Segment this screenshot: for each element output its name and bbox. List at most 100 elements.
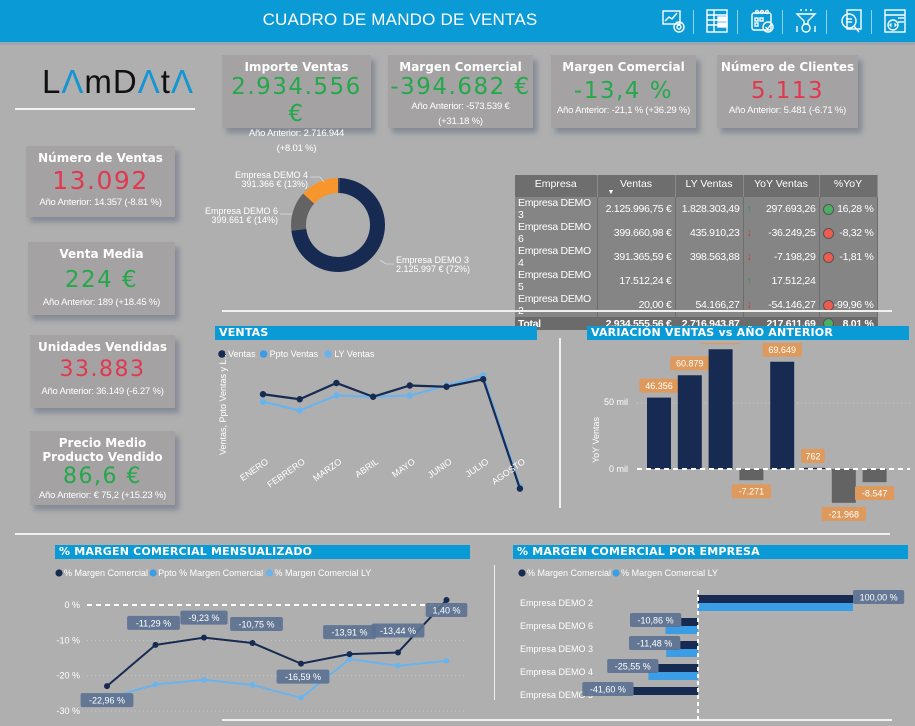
logo-text: mD [84, 63, 138, 100]
data-label: -10,86 % [638, 616, 674, 626]
cell-ventas: 2.125.996,75 € [597, 197, 676, 221]
legend-label: Ppto Ventas [270, 349, 319, 359]
category-label: Empresa DEMO 6 [520, 621, 593, 631]
logo-divider [15, 108, 195, 110]
y-tick-label: -30 % [56, 706, 80, 716]
settings-code-icon[interactable] [880, 6, 910, 36]
ventas-chart-title: VENTAS [215, 326, 537, 340]
y-tick-label: 0 % [64, 600, 80, 610]
data-label-bg [276, 669, 330, 684]
col-pct-yoy[interactable]: %YoY [819, 175, 878, 197]
kpi-venta-media: Venta Media 224 € Año Anterior: 189 (+18… [28, 242, 175, 315]
legend-marker [55, 569, 63, 577]
bar-margen-ly [648, 672, 698, 680]
data-label-bg [701, 343, 741, 345]
table-row[interactable]: Empresa DEMO 5 17.512,24 € ↑ 17.512,24 [515, 269, 878, 293]
kpi-margen-comercial: Margen Comercial -394.682 € Año Anterior… [388, 55, 533, 128]
bar-margen-ly [666, 649, 698, 657]
bar [708, 349, 733, 469]
kpi-value: 86,6 € [63, 464, 142, 489]
status-green-icon [822, 203, 834, 215]
page-title: CUADRO DE MANDO DE VENTAS [262, 10, 538, 29]
header-divider [0, 42, 915, 45]
sort-desc-icon[interactable]: ▼ [607, 189, 615, 196]
cell-ly-ventas: 54.166,27 [675, 293, 744, 317]
kpi-previous: Año Anterior: 36.149 (-6.27 %) [41, 386, 164, 397]
kpi-value: -13,4 % [573, 78, 674, 104]
table-row[interactable]: Empresa DEMO 4 391.365,59 €398.563,88 ↓ -7.… [515, 245, 878, 269]
table-row[interactable]: Empresa DEMO 6 399.660,98 €435.910,23 ↓ -36… [515, 221, 878, 245]
legend-label: Ventas [228, 349, 256, 359]
kpi-unidades-vendidas: Unidades Vendidas 33.883 Año Anterior: 3… [30, 335, 175, 408]
document-search-icon[interactable] [836, 6, 866, 36]
header-separator [737, 10, 738, 34]
kpi-title: Venta Media [59, 247, 144, 261]
yoy-value: -36.249,25 [768, 227, 816, 239]
kpi-value: 33.883 [59, 357, 146, 382]
logo-accent: Λ [137, 63, 161, 100]
kpi-value: 5.113 [750, 78, 825, 104]
x-tick-label: AGOSTO [490, 456, 527, 486]
bar-margen-ly [698, 603, 853, 611]
bar-margen [698, 595, 853, 603]
legend-label: LY Ventas [334, 349, 375, 359]
kpi-previous: Año Anterior: 14.357 (-8.81 %) [39, 197, 162, 208]
data-point [369, 393, 377, 400]
funnel-money-icon[interactable] [791, 6, 821, 36]
cell-empresa: Empresa DEMO 4 [515, 245, 598, 269]
category-label: Empresa DEMO 5 [520, 690, 593, 700]
kpi-change: (+8.01 %) [276, 143, 317, 154]
data-point [152, 641, 159, 648]
legend-label: % Margen Comercial LY [621, 568, 718, 578]
col-ly-ventas[interactable]: LY Ventas [675, 175, 744, 197]
bar-margen [680, 641, 698, 649]
bar [647, 397, 671, 469]
data-label-bg [855, 486, 895, 501]
data-label-bg [230, 616, 283, 631]
cell-ventas: 391.365,59 € [597, 245, 676, 269]
x-tick-label: MARZO [311, 456, 343, 483]
margen-mensual-chart: % Margen Comercial Ppto % Margen Comercia… [55, 568, 468, 716]
bar-margen [633, 687, 698, 695]
cell-ventas: 20,00 € [597, 293, 676, 317]
col-ventas-label: Ventas [619, 178, 653, 190]
data-point [333, 379, 340, 387]
col-yoy-ventas[interactable]: YoY Ventas [743, 175, 820, 197]
header-separator [826, 10, 827, 34]
dashboard-chart-icon[interactable] [659, 6, 689, 36]
cell-pct-yoy: -8,32 % [819, 221, 878, 245]
bar [831, 469, 856, 503]
donut-slice [291, 178, 385, 272]
table-report-icon[interactable] [702, 6, 732, 36]
data-label-bg [629, 613, 682, 627]
data-label: -8.547 [862, 489, 888, 499]
kpi-previous: Año Anterior: 2.716.944 [248, 128, 345, 139]
trend-up-icon: ↑ [746, 203, 752, 215]
kpi-value: 13.092 [52, 166, 149, 195]
kpi-value: 2.934.556 € [231, 74, 362, 127]
x-tick-label: ABRIL [353, 456, 380, 479]
data-label: 46.356 [645, 381, 673, 391]
trend-up-icon: ↑ [746, 317, 752, 330]
kpi-importe-ventas: Importe Ventas 2.934.556 € Año Anterior:… [222, 55, 371, 154]
cell-yoy-ventas: ↓ -7.198,29 [743, 245, 820, 269]
x-tick-label: MAYO [390, 456, 417, 479]
section-divider [15, 533, 890, 535]
data-point [249, 682, 256, 688]
kpi-previous: Año Anterior: € 75,2 (+15.23 %) [38, 490, 167, 501]
data-label: -22,96 % [89, 696, 125, 706]
kpi-precio-medio: Precio Medio Producto Vendido 86,6 € Año… [30, 431, 175, 505]
col-ventas[interactable]: Ventas ▼ [597, 175, 676, 197]
y-axis-label: Ventas, Ppto Ventas y L... [218, 352, 228, 455]
calendar-check-icon[interactable] [747, 6, 777, 36]
col-empresa[interactable]: Empresa [515, 175, 598, 197]
pct-value: -99,96 % [833, 299, 874, 311]
donut-label-value: 399.661 € (14%) [211, 215, 278, 225]
cell-ventas: 399.660,98 € [597, 221, 676, 245]
legend-label: Ppto % Margen Comercial [158, 568, 263, 578]
kpi-previous: Año Anterior: -573.539 € [411, 101, 510, 112]
data-point [516, 485, 524, 492]
table-row[interactable]: Empresa DEMO 220,00 €54.166,27↓ -54.146,2… [515, 293, 878, 317]
table-row[interactable]: Empresa DEMO 3 2.125.996,75 €1.828.303,49… [515, 197, 878, 221]
